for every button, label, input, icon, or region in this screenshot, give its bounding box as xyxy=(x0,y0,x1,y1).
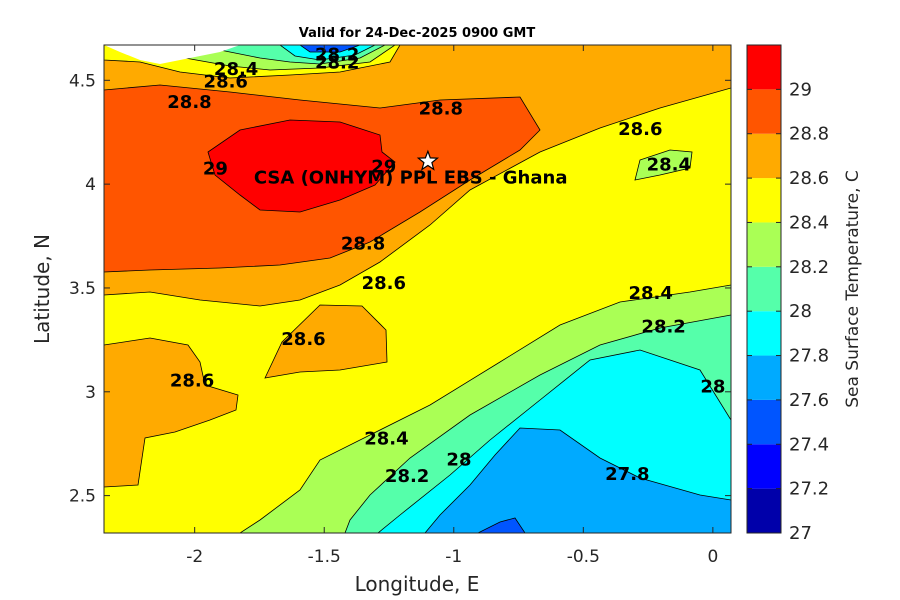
colorbar-label: 27.2 xyxy=(789,479,829,500)
contour-label: 28.6 xyxy=(281,329,325,350)
contour-label: 28.6 xyxy=(170,370,214,391)
band-29 xyxy=(207,119,396,213)
north-edge-cool-band-4 xyxy=(279,45,376,61)
colorbar-label: 28.8 xyxy=(789,124,829,145)
x-tick-label: 0 xyxy=(707,547,718,567)
colorbar-label: 28.6 xyxy=(789,168,829,189)
contour-label: 28.8 xyxy=(341,233,385,254)
y-tick-label: 3 xyxy=(85,383,96,403)
colorbar-band xyxy=(747,45,781,90)
colorbar-label: 28.4 xyxy=(789,212,829,233)
x-tick-label: -1.5 xyxy=(308,547,341,567)
colorbar-label: 27.8 xyxy=(789,346,829,367)
x-tick-label: -2 xyxy=(186,547,203,567)
y-tick-label: 4.5 xyxy=(69,71,96,91)
x-tick-label: -1 xyxy=(445,547,462,567)
colorbar-band xyxy=(747,444,781,489)
band-28-4-tongue xyxy=(634,149,693,181)
x-axis-title: Longitude, E xyxy=(355,572,480,596)
contour-label: 28.4 xyxy=(647,154,691,175)
colorbar-band xyxy=(747,133,781,179)
colorbar-band xyxy=(747,222,781,267)
contour-label: 28.4 xyxy=(364,429,408,450)
contour-label: 28.2 xyxy=(641,316,685,337)
colorbar-band xyxy=(747,311,781,356)
contour-label: 28.8 xyxy=(419,98,463,119)
contour-label: 28.4 xyxy=(628,283,672,304)
colorbar-label: 28.2 xyxy=(789,257,829,278)
band-28-6-west xyxy=(104,337,239,488)
site-marker-group: CSA (ONHYM) PPL EBS - Ghana xyxy=(254,149,568,188)
colorbar-label: 27 xyxy=(789,523,812,544)
contour-label: 29 xyxy=(203,159,228,180)
contour-label: 28.6 xyxy=(618,119,662,140)
x-tick-label: -0.5 xyxy=(567,547,600,567)
colorbar-label: 28 xyxy=(789,301,812,322)
colorbar: 27 27.2 27.4 27.6 27.8 28 28.2 28.4 28.6 28.8 29 xyxy=(746,44,829,544)
colorbar-band xyxy=(747,266,781,312)
y-axis-ticks: 2.5 3 3.5 4 4.5 xyxy=(69,71,731,507)
band-27-4-corner xyxy=(477,517,526,533)
contour-label: 28.6 xyxy=(362,273,406,294)
colorbar-band xyxy=(747,89,781,134)
y-tick-label: 2.5 xyxy=(69,487,96,507)
site-label: CSA (ONHYM) PPL EBS - Ghana xyxy=(254,167,568,188)
colorbar-band xyxy=(747,178,781,223)
colorbar-band xyxy=(747,488,781,533)
x-axis-ticks: -2 -1.5 -1 -0.5 0 xyxy=(186,45,718,567)
site-star-icon xyxy=(416,149,440,171)
y-tick-label: 3.5 xyxy=(69,279,96,299)
contour-label: 28.4 xyxy=(214,59,258,80)
north-edge-cool-band-5 xyxy=(299,45,361,53)
band-27-6 xyxy=(424,427,731,533)
contour-label: 27.8 xyxy=(605,464,649,485)
colorbar-frame xyxy=(746,44,782,534)
contour-label: 28 xyxy=(700,377,725,398)
colorbar-label: 27.6 xyxy=(789,390,829,411)
contour-label: 28.2 xyxy=(385,466,429,487)
contour-label: 28.8 xyxy=(167,92,211,113)
colorbar-band xyxy=(747,355,781,400)
colorbar-label: 29 xyxy=(789,79,812,100)
contour-label: 28 xyxy=(446,449,471,470)
contour-labels: 28.228.228.428.628.8 28.828.628.429 2928.8… xyxy=(167,44,725,487)
north-edge-land-mask xyxy=(104,45,240,64)
chart-title: Valid for 24-Dec-2025 0900 GMT xyxy=(299,26,536,41)
plot-area-frame xyxy=(103,44,732,534)
band-28-6-island xyxy=(264,304,388,379)
colorbar-label: 27.4 xyxy=(789,434,829,455)
contour-label: 28.2 xyxy=(315,53,359,74)
sst-filled-contours xyxy=(104,45,731,533)
contour-label: 28.2 xyxy=(315,44,359,65)
colorbar-band xyxy=(747,399,781,445)
colorbar-title: Sea Surface Temperature, C xyxy=(843,170,863,408)
contour-label: 29 xyxy=(371,157,396,178)
contour-label: 28.6 xyxy=(204,71,248,92)
y-axis-title: Latitude, N xyxy=(30,234,54,344)
y-tick-label: 4 xyxy=(85,175,96,195)
